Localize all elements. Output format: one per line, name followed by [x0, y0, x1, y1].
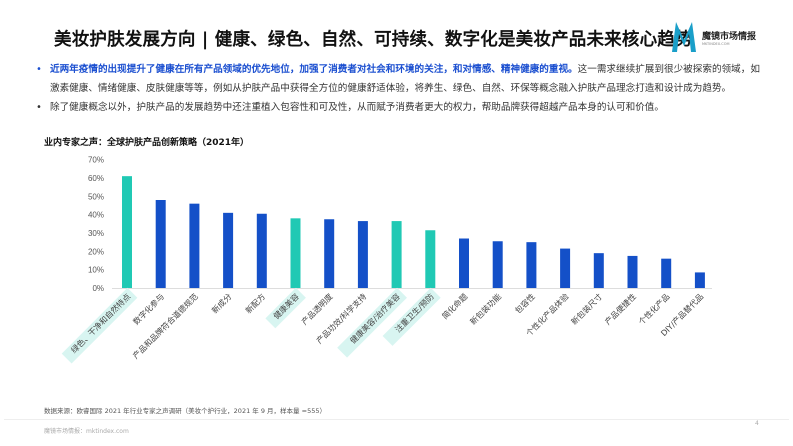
bar [122, 176, 132, 288]
bullet-item: • 除了健康概念以外，护肤产品的发展趋势中还注重植入包容性和可及性，从而赋予消费者… [28, 98, 768, 117]
footer-site: 魔镜市场情报：mktindex.com [44, 428, 129, 435]
y-tick-label: 10% [88, 266, 104, 275]
x-tick-label-highlight [337, 287, 407, 358]
bullet-list: • 近两年疫情的出现提升了健康在所有产品领域的优先地位，加强了消费者对社会和环境的… [28, 60, 768, 117]
bar [526, 242, 537, 288]
logo-text: 魔镜市场情报 [702, 31, 757, 42]
x-tick-label-group: 产品和品牌符合道德规范 [131, 291, 200, 360]
x-tick-label: 新配方 [243, 291, 267, 315]
data-source: 数据来源：欧睿国际 2021 年行业专家之声调研（美妆个护行业，2021 年 9… [44, 407, 326, 415]
bar [627, 255, 638, 288]
y-tick-label: 0% [92, 284, 104, 293]
bar [694, 272, 705, 288]
bar [459, 238, 469, 288]
x-tick-label-group: 包容性 [513, 291, 537, 315]
x-tick-label: 新包装功能 [468, 291, 503, 326]
x-tick-label: 简化命题 [440, 291, 470, 321]
y-tick-label: 50% [88, 192, 104, 201]
bar [661, 258, 672, 288]
x-tick-label-group: 新配方 [243, 291, 267, 315]
x-tick-label: 绿色、干净和自然特点 [69, 291, 133, 355]
y-tick-label: 40% [88, 211, 104, 220]
x-tick-label: 产品和品牌符合道德规范 [131, 291, 200, 360]
page-title: 美妆护肤发展方向 | 健康、绿色、自然、可持续、数字化是美妆产品未来核心趋势 [54, 30, 693, 50]
x-tick-label-highlight [382, 287, 441, 346]
page-number: 4 [755, 420, 759, 427]
x-tick-label-group: 产品便捷性 [603, 291, 638, 326]
y-tick-label: 30% [88, 229, 104, 238]
x-tick-label-group: 个性化产品 [636, 291, 671, 326]
bar [357, 221, 368, 288]
bar [425, 230, 436, 288]
bar [593, 253, 604, 288]
y-tick-label: 70% [88, 156, 104, 165]
bar [290, 218, 301, 288]
y-tick-label: 20% [88, 247, 104, 256]
y-tick-label: 60% [88, 174, 104, 183]
bar [155, 200, 166, 288]
bullet-highlight: 近两年疫情的出现提升了健康在所有产品领域的优先地位，加强了消费者对社会和环境的关… [50, 64, 578, 75]
logo-m-icon [672, 22, 696, 52]
x-tick-label: 产品便捷性 [603, 291, 638, 326]
bullet-text: 这一需求继续扩展到很少被探索的领域，如激素健康、情绪健康、皮肤健康等等，例如从护… [50, 64, 760, 94]
logo: 魔镜市场情报 MKTINDEX.COM [670, 20, 756, 54]
bar [189, 203, 200, 288]
x-tick-label: 个性化产品 [636, 291, 671, 326]
bullet-text: 除了健康概念以外，护肤产品的发展趋势中还注重植入包容性和可及性，从而赋予消费者更… [50, 102, 664, 113]
x-tick-label: 包容性 [513, 291, 537, 315]
bar [492, 241, 503, 288]
bar [560, 248, 571, 288]
x-tick-label-group: 新成分 [209, 291, 233, 315]
logo-sub: MKTINDEX.COM [702, 41, 730, 46]
x-tick-label-group: 健康美容 [265, 287, 306, 329]
bullet-dot-icon: • [36, 64, 42, 75]
bar [223, 212, 234, 288]
bullet-item: • 近两年疫情的出现提升了健康在所有产品领域的优先地位，加强了消费者对社会和环境的… [28, 60, 768, 98]
bar [256, 213, 267, 288]
x-tick-label-group: 绿色、干净和自然特点 [61, 287, 138, 364]
x-tick-label-highlight [265, 287, 306, 329]
bar [324, 219, 335, 288]
bullet-dot-icon: • [36, 102, 42, 113]
x-tick-label-group: 新包装尺寸 [569, 291, 604, 326]
chart-title: 业内专家之声：全球护肤产品创新策略（2021年） [44, 138, 250, 148]
x-tick-label-group: 简化命题 [440, 291, 470, 321]
x-tick-label-highlight [61, 287, 138, 364]
bar [391, 221, 402, 288]
x-tick-label: 新成分 [209, 291, 233, 315]
x-tick-label: 新包装尺寸 [569, 291, 604, 326]
divider [4, 419, 789, 420]
x-tick-label-group: 新包装功能 [468, 291, 503, 326]
